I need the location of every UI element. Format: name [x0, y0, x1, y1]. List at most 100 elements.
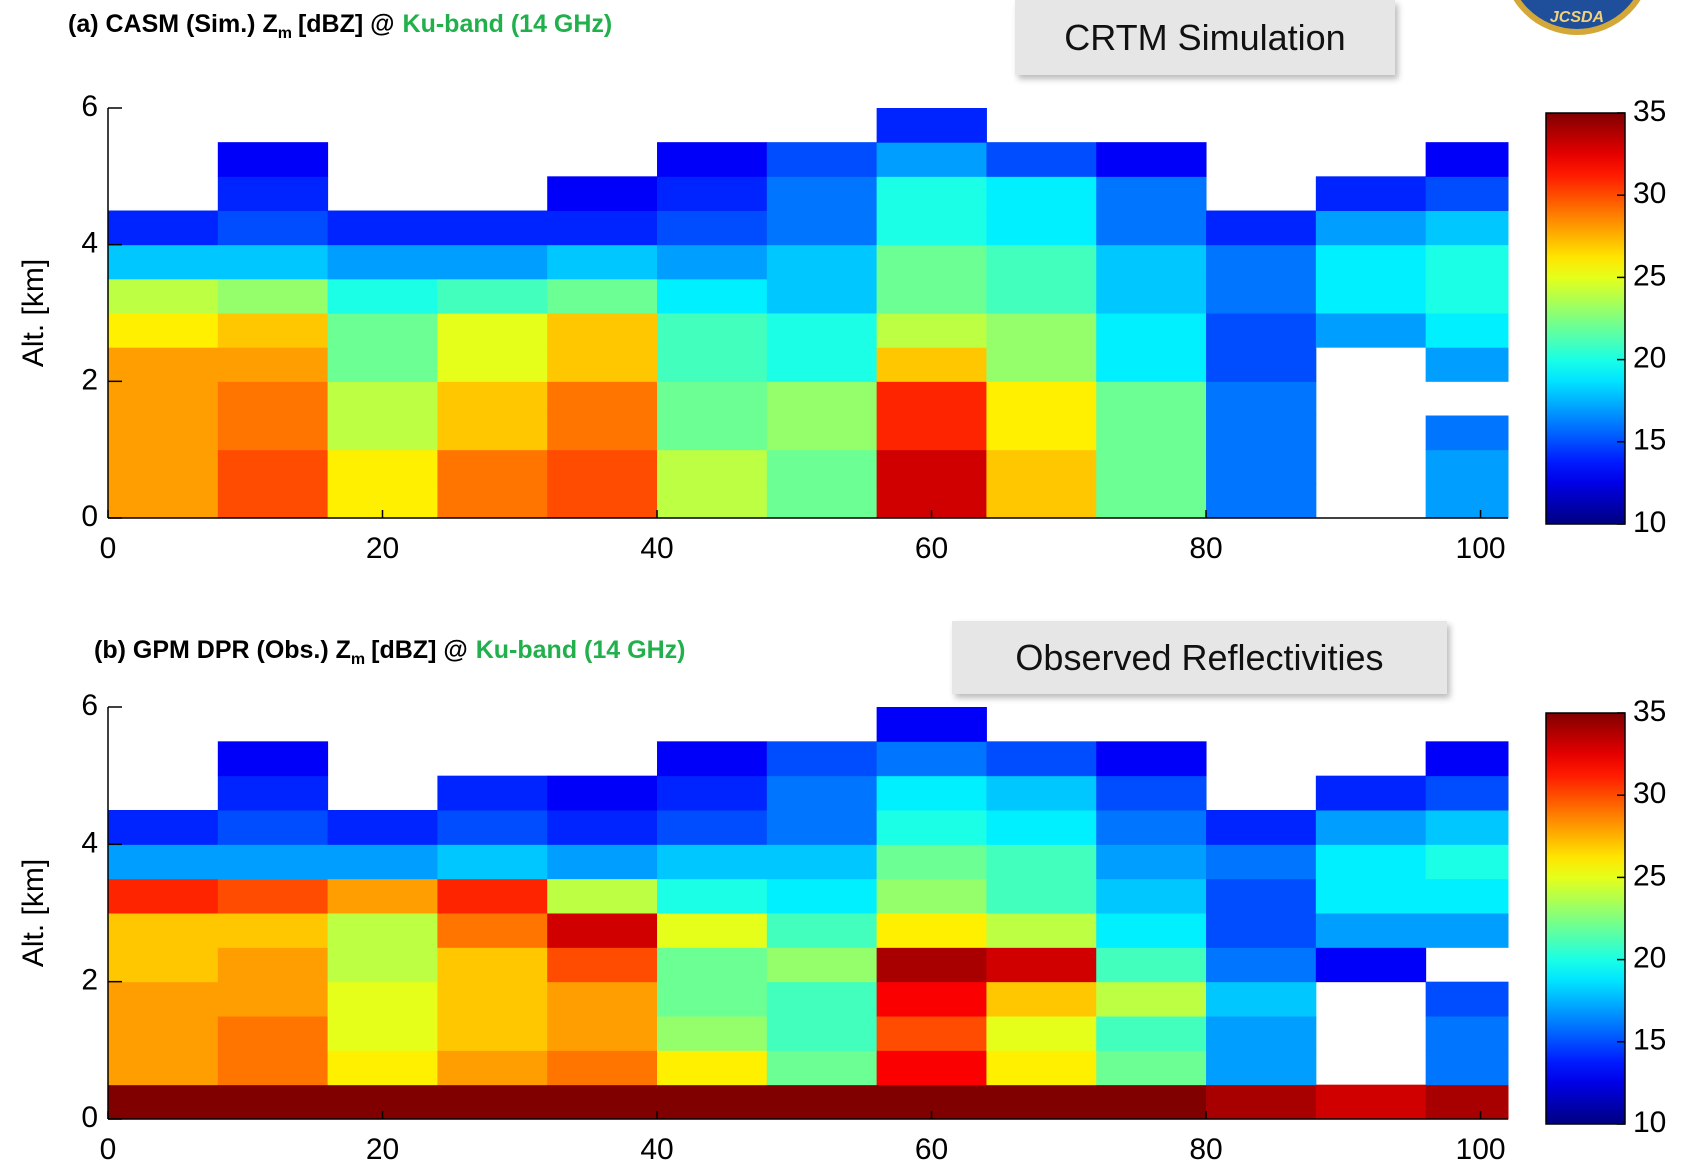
title-sub: m [277, 25, 292, 42]
heatmap-cell [766, 278, 878, 314]
heatmap-cell [766, 1084, 878, 1120]
heatmap-cell [1315, 278, 1427, 314]
heatmap-cell [766, 844, 878, 880]
colorbar-tick-label: 20 [1633, 342, 1666, 375]
heatmap-cell [1425, 1084, 1509, 1120]
heatmap-cell [327, 244, 438, 280]
heatmap-cell [1096, 810, 1207, 845]
heatmap-cell [108, 381, 219, 416]
heatmap-cell [217, 1016, 329, 1051]
logo-text: JCSDA [1550, 9, 1604, 26]
heatmap-cell [217, 210, 329, 246]
heatmap-cell [327, 947, 438, 983]
heatmap-cell [986, 1016, 1097, 1051]
heatmap-cell [1206, 1084, 1317, 1120]
heatmap-cell [108, 415, 219, 451]
colorbar-tick-label: 15 [1633, 424, 1666, 457]
heatmap-cell [547, 347, 658, 382]
heatmap-cell [217, 810, 329, 845]
heatmap-cell [657, 1050, 768, 1086]
heatmap-cell [547, 483, 658, 519]
heatmap-cell [657, 244, 768, 280]
heatmap-cell [327, 878, 438, 914]
heatmap-cell [217, 775, 329, 811]
title-mid: [dBZ] @ [297, 10, 395, 38]
heatmap-cell [876, 844, 987, 880]
heatmap-cell [657, 1016, 768, 1051]
heatmap-cell [327, 210, 438, 246]
heatmap-cell [766, 142, 878, 177]
heatmap-cell [108, 810, 219, 845]
heatmap-cell [1096, 449, 1207, 485]
heatmap-cell [108, 278, 219, 314]
heatmap-cell [217, 844, 329, 880]
heatmap-cell [986, 347, 1097, 382]
heatmap-cell [766, 381, 878, 416]
heatmap-cell [1425, 347, 1509, 382]
heatmap-cell [1096, 878, 1207, 914]
x-tick-label: 40 [640, 532, 673, 565]
heatmap-cell [766, 176, 878, 211]
heatmap-cell [657, 947, 768, 983]
heatmap-cell [876, 981, 987, 1017]
heatmap-cell [657, 313, 768, 348]
heatmap-cell [986, 449, 1097, 485]
heatmap-cell [1096, 244, 1207, 280]
heatmap-cell [876, 913, 987, 948]
heatmap-cell [547, 1084, 658, 1120]
x-tick-label: 80 [1189, 532, 1222, 565]
heatmap-cell [766, 313, 878, 348]
heatmap-cell [876, 707, 987, 742]
heatmap-cell [1206, 1050, 1317, 1086]
heatmap-cell [217, 483, 329, 519]
heatmap-cell [876, 878, 987, 914]
heatmap-cell [108, 844, 219, 880]
heatmap-cell [217, 244, 329, 280]
heatmap-cell [766, 1016, 878, 1051]
heatmap-cell [876, 210, 987, 246]
heatmap-cell [1206, 947, 1317, 983]
heatmap-cell [547, 810, 658, 845]
heatmap-cell [547, 844, 658, 880]
heatmap-cell [437, 1084, 548, 1120]
heatmap-cell [1206, 844, 1317, 880]
heatmap-cell [437, 878, 548, 914]
banner: Observed Reflectivities [952, 621, 1447, 694]
heatmap-cell [547, 775, 658, 811]
heatmap-cell [217, 1050, 329, 1086]
heatmap-cell [108, 981, 219, 1017]
heatmap-cell [1096, 313, 1207, 348]
heatmap-cell [1425, 741, 1509, 777]
heatmap-cell [1425, 483, 1509, 519]
heatmap-cell [986, 1084, 1097, 1120]
heatmap-cell [986, 844, 1097, 880]
x-tick-label: 20 [366, 532, 399, 565]
heatmap-cell [217, 981, 329, 1017]
heatmap-cell [217, 449, 329, 485]
heatmap-cell [1315, 844, 1427, 880]
heatmap-cell [1206, 483, 1317, 519]
heatmap-cell [657, 142, 768, 177]
heatmap-cell [766, 1050, 878, 1086]
heatmap-cell [657, 449, 768, 485]
heatmap-cell [986, 775, 1097, 811]
heatmap-cell [547, 278, 658, 314]
heatmap-cell [876, 741, 987, 777]
heatmap-cell [876, 108, 987, 143]
heatmap-cell [108, 1084, 219, 1120]
heatmap-cell [1206, 810, 1317, 845]
colorbar-tick-label: 35 [1633, 95, 1666, 128]
heatmap-cell [1425, 415, 1509, 451]
heatmap-cell [766, 878, 878, 914]
heatmap-cell [876, 313, 987, 348]
heatmap-cell [876, 1016, 987, 1051]
heatmap-cell [1206, 313, 1317, 348]
heatmap-cell [766, 947, 878, 983]
heatmap-cell [437, 913, 548, 948]
heatmap-cell [1425, 1016, 1509, 1051]
title-prefix: (a) CASM (Sim.) Z [68, 10, 278, 38]
heatmap-cell [1315, 913, 1427, 948]
heatmap-cell [327, 1016, 438, 1051]
heatmap-cell [657, 981, 768, 1017]
